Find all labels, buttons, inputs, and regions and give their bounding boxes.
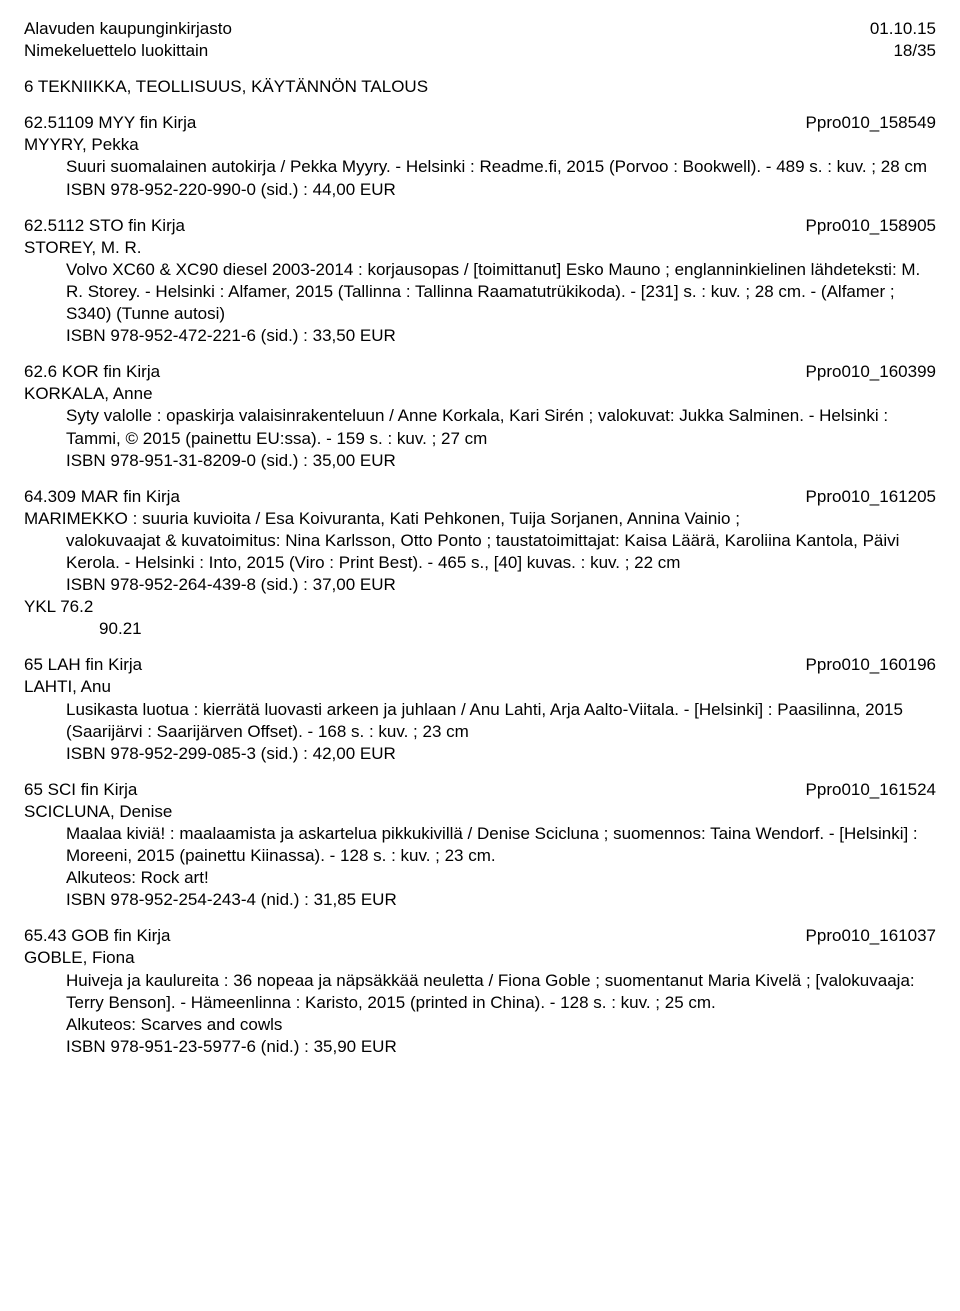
catalog-entry: 62.51109 MYY fin Kirja Ppro010_158549 MY… [24, 112, 936, 200]
entry-description: Huiveja ja kaulureita : 36 nopeaa ja näp… [24, 970, 936, 1014]
entry-author: GOBLE, Fiona [24, 947, 936, 969]
entry-head: 65.43 GOB fin Kirja Ppro010_161037 [24, 925, 936, 947]
entry-head: 62.6 KOR fin Kirja Ppro010_160399 [24, 361, 936, 383]
entry-isbn: ISBN 978-952-254-243-4 (nid.) : 31,85 EU… [24, 889, 936, 911]
entry-head: 65 LAH fin Kirja Ppro010_160196 [24, 654, 936, 676]
list-subtitle: Nimekeluettelo luokittain [24, 40, 208, 62]
entry-classification: 62.6 KOR fin Kirja [24, 361, 160, 383]
entry-alkuteos: Alkuteos: Rock art! [24, 867, 936, 889]
header-row-1: Alavuden kaupunginkirjasto 01.10.15 [24, 18, 936, 40]
entry-author: MYYRY, Pekka [24, 134, 936, 156]
entry-head: 64.309 MAR fin Kirja Ppro010_161205 [24, 486, 936, 508]
catalog-entry: 65.43 GOB fin Kirja Ppro010_161037 GOBLE… [24, 925, 936, 1058]
entry-id: Ppro010_158905 [806, 215, 936, 237]
print-date: 01.10.15 [870, 18, 936, 40]
entry-id: Ppro010_161205 [806, 486, 936, 508]
entry-isbn: ISBN 978-952-472-221-6 (sid.) : 33,50 EU… [24, 325, 936, 347]
entry-isbn: ISBN 978-952-299-085-3 (sid.) : 42,00 EU… [24, 743, 936, 765]
entry-head: 62.5112 STO fin Kirja Ppro010_158905 [24, 215, 936, 237]
catalog-entry: 62.5112 STO fin Kirja Ppro010_158905 STO… [24, 215, 936, 348]
entry-id: Ppro010_160399 [806, 361, 936, 383]
catalog-entry: 62.6 KOR fin Kirja Ppro010_160399 KORKAL… [24, 361, 936, 471]
entry-id: Ppro010_161524 [806, 779, 936, 801]
entry-head: 65 SCI fin Kirja Ppro010_161524 [24, 779, 936, 801]
catalog-entry: 64.309 MAR fin Kirja Ppro010_161205 MARI… [24, 486, 936, 641]
entry-description: valokuvaajat & kuvatoimitus: Nina Karlss… [24, 530, 936, 574]
entry-author: SCICLUNA, Denise [24, 801, 936, 823]
catalog-entry: 65 SCI fin Kirja Ppro010_161524 SCICLUNA… [24, 779, 936, 912]
entry-id: Ppro010_160196 [806, 654, 936, 676]
entry-alkuteos: Alkuteos: Scarves and cowls [24, 1014, 936, 1036]
catalog-entry: 65 LAH fin Kirja Ppro010_160196 LAHTI, A… [24, 654, 936, 764]
page-number: 18/35 [893, 40, 936, 62]
entry-classification: 65 SCI fin Kirja [24, 779, 137, 801]
entry-description: Lusikasta luotua : kierrätä luovasti ark… [24, 699, 936, 743]
entry-ykl-2: 90.21 [24, 618, 936, 640]
entry-description: Syty valolle : opaskirja valaisinrakente… [24, 405, 936, 449]
header-row-2: Nimekeluettelo luokittain 18/35 [24, 40, 936, 62]
entry-description: Volvo XC60 & XC90 diesel 2003-2014 : kor… [24, 259, 936, 325]
entry-isbn: ISBN 978-952-264-439-8 (sid.) : 37,00 EU… [24, 574, 936, 596]
entry-head: 62.51109 MYY fin Kirja Ppro010_158549 [24, 112, 936, 134]
library-name: Alavuden kaupunginkirjasto [24, 18, 232, 40]
entry-id: Ppro010_158549 [806, 112, 936, 134]
entry-id: Ppro010_161037 [806, 925, 936, 947]
entry-isbn: ISBN 978-951-23-5977-6 (nid.) : 35,90 EU… [24, 1036, 936, 1058]
entry-author: LAHTI, Anu [24, 676, 936, 698]
entry-title-line: MARIMEKKO : suuria kuvioita / Esa Koivur… [24, 508, 936, 530]
entry-author: STOREY, M. R. [24, 237, 936, 259]
entry-classification: 62.51109 MYY fin Kirja [24, 112, 196, 134]
entry-description: Maalaa kiviä! : maalaamista ja askartelu… [24, 823, 936, 867]
entry-classification: 65.43 GOB fin Kirja [24, 925, 170, 947]
entry-isbn: ISBN 978-951-31-8209-0 (sid.) : 35,00 EU… [24, 450, 936, 472]
entry-ykl: YKL 76.2 [24, 596, 936, 618]
section-heading: 6 TEKNIIKKA, TEOLLISUUS, KÄYTÄNNÖN TALOU… [24, 76, 936, 98]
entry-classification: 62.5112 STO fin Kirja [24, 215, 185, 237]
entry-isbn: ISBN 978-952-220-990-0 (sid.) : 44,00 EU… [24, 179, 936, 201]
entry-description: Suuri suomalainen autokirja / Pekka Myyr… [24, 156, 936, 178]
entry-author: KORKALA, Anne [24, 383, 936, 405]
entry-classification: 65 LAH fin Kirja [24, 654, 142, 676]
entry-classification: 64.309 MAR fin Kirja [24, 486, 180, 508]
